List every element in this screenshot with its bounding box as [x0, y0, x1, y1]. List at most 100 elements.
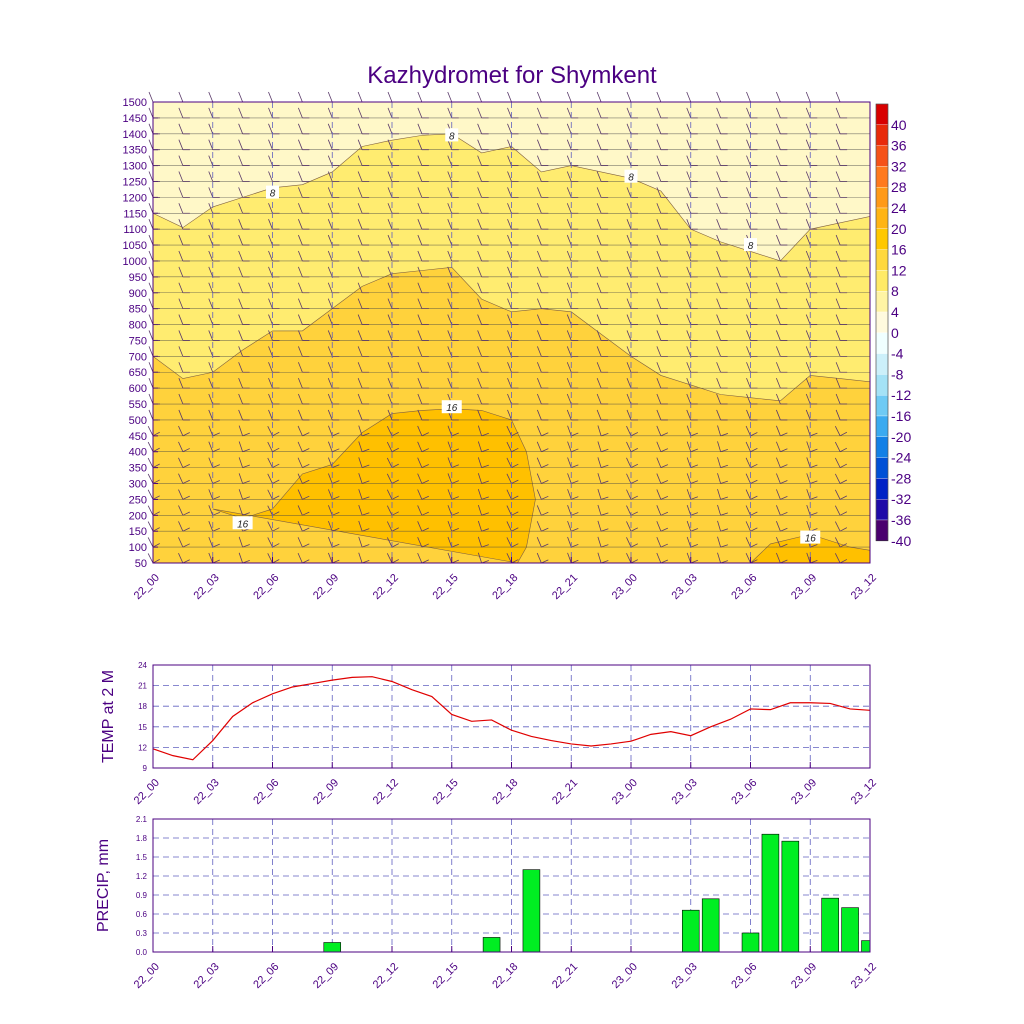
wind-barb [806, 425, 818, 437]
wind-barb [835, 107, 848, 119]
wind-barb [298, 91, 310, 103]
wind-barb [567, 505, 579, 516]
wind-barb [148, 139, 160, 151]
wind-barb [776, 314, 788, 325]
wind-barb [776, 187, 788, 198]
wind-barb [776, 91, 788, 103]
wind-barb [386, 441, 399, 453]
colorbar-swatch [875, 415, 889, 437]
wind-barb [656, 234, 668, 246]
wind-barb [776, 155, 788, 166]
wind-barb [417, 234, 429, 246]
wind-barb [746, 362, 758, 373]
x-tick-label: 23_06 [729, 777, 759, 807]
wind-barb [656, 139, 668, 151]
wind-barb [745, 489, 758, 500]
wind-barb [327, 298, 340, 310]
wind-barb [147, 521, 160, 532]
wind-barb [566, 409, 579, 421]
wind-barb [806, 473, 818, 484]
wind-barb [268, 250, 280, 262]
wind-barb [537, 346, 549, 357]
wind-barb [268, 123, 280, 135]
wind-barb [626, 219, 638, 230]
wind-barb [327, 330, 340, 341]
wind-barb [537, 266, 549, 278]
wind-barb [417, 409, 429, 421]
wind-barb [566, 298, 579, 310]
wind-barb [208, 362, 220, 373]
wind-barb [835, 234, 848, 246]
wind-barb [208, 219, 220, 230]
wind-barb [267, 473, 280, 484]
wind-barb [178, 203, 190, 214]
wind-barb [656, 552, 669, 564]
wind-barb [417, 330, 429, 341]
wind-barb [477, 536, 489, 548]
wind-barb [686, 473, 699, 484]
wind-barb [357, 346, 370, 357]
wind-barb [328, 536, 340, 548]
wind-barb [208, 457, 220, 468]
wind-barb [566, 330, 579, 341]
wind-barb [298, 203, 310, 214]
wind-barb [805, 298, 818, 310]
wind-barb [746, 91, 758, 103]
y-tick-label: 1450 [123, 113, 147, 125]
wind-barb [507, 91, 519, 103]
wind-barb [597, 425, 609, 437]
wind-barb [597, 473, 609, 484]
wind-barb [537, 155, 549, 166]
y-tick-label: 550 [129, 399, 147, 411]
precip-bar [681, 909, 700, 953]
wind-barb [477, 203, 489, 214]
wind-barb [267, 521, 280, 532]
wind-barb [745, 457, 758, 468]
wind-barb [208, 187, 220, 198]
x-tick-label: 22_18 [490, 572, 520, 602]
wind-barb [805, 139, 818, 151]
wind-barb [596, 234, 609, 246]
wind-barb [537, 187, 549, 198]
wind-barb [477, 489, 489, 500]
wind-barb [626, 489, 639, 500]
wind-barb [626, 457, 639, 468]
x-tick-label: 23_12 [849, 572, 879, 602]
wind-barb [596, 362, 609, 373]
x-tick-label: 22_06 [251, 572, 281, 602]
wind-barb [716, 123, 728, 135]
wind-barb [806, 504, 818, 516]
wind-barb [268, 171, 280, 182]
wind-barb [447, 171, 459, 182]
wind-barb [656, 362, 668, 373]
wind-barb [178, 234, 190, 246]
wind-barb [626, 123, 638, 135]
precip-bar [701, 898, 720, 953]
wind-barb [268, 203, 280, 214]
wind-barbs [147, 91, 848, 564]
wind-barb [746, 314, 758, 325]
y-tick-label: 1150 [123, 208, 147, 220]
wind-barb [626, 107, 638, 119]
wind-barb [298, 107, 310, 119]
wind-barb [357, 203, 370, 214]
y-tick-label: 24 [138, 661, 147, 670]
wind-barb [357, 171, 370, 182]
contour-label-bg [800, 530, 821, 544]
wind-barb [507, 266, 519, 278]
wind-barb [417, 91, 429, 103]
wind-barb [328, 521, 340, 532]
y-tick-label: 1100 [123, 224, 147, 236]
wind-barb [358, 425, 370, 437]
temp-ylabel: TEMP at 2 M [100, 670, 117, 763]
wind-barb [507, 282, 519, 294]
wind-barb [417, 107, 429, 119]
wind-barb [387, 203, 399, 214]
wind-barb [507, 107, 519, 119]
wind-barb [357, 362, 370, 373]
wind-barb [717, 457, 728, 469]
colorbar-tick-label: 20 [891, 221, 907, 237]
wind-barb [835, 346, 848, 357]
wind-barb [507, 346, 519, 357]
wind-barb [597, 457, 609, 468]
